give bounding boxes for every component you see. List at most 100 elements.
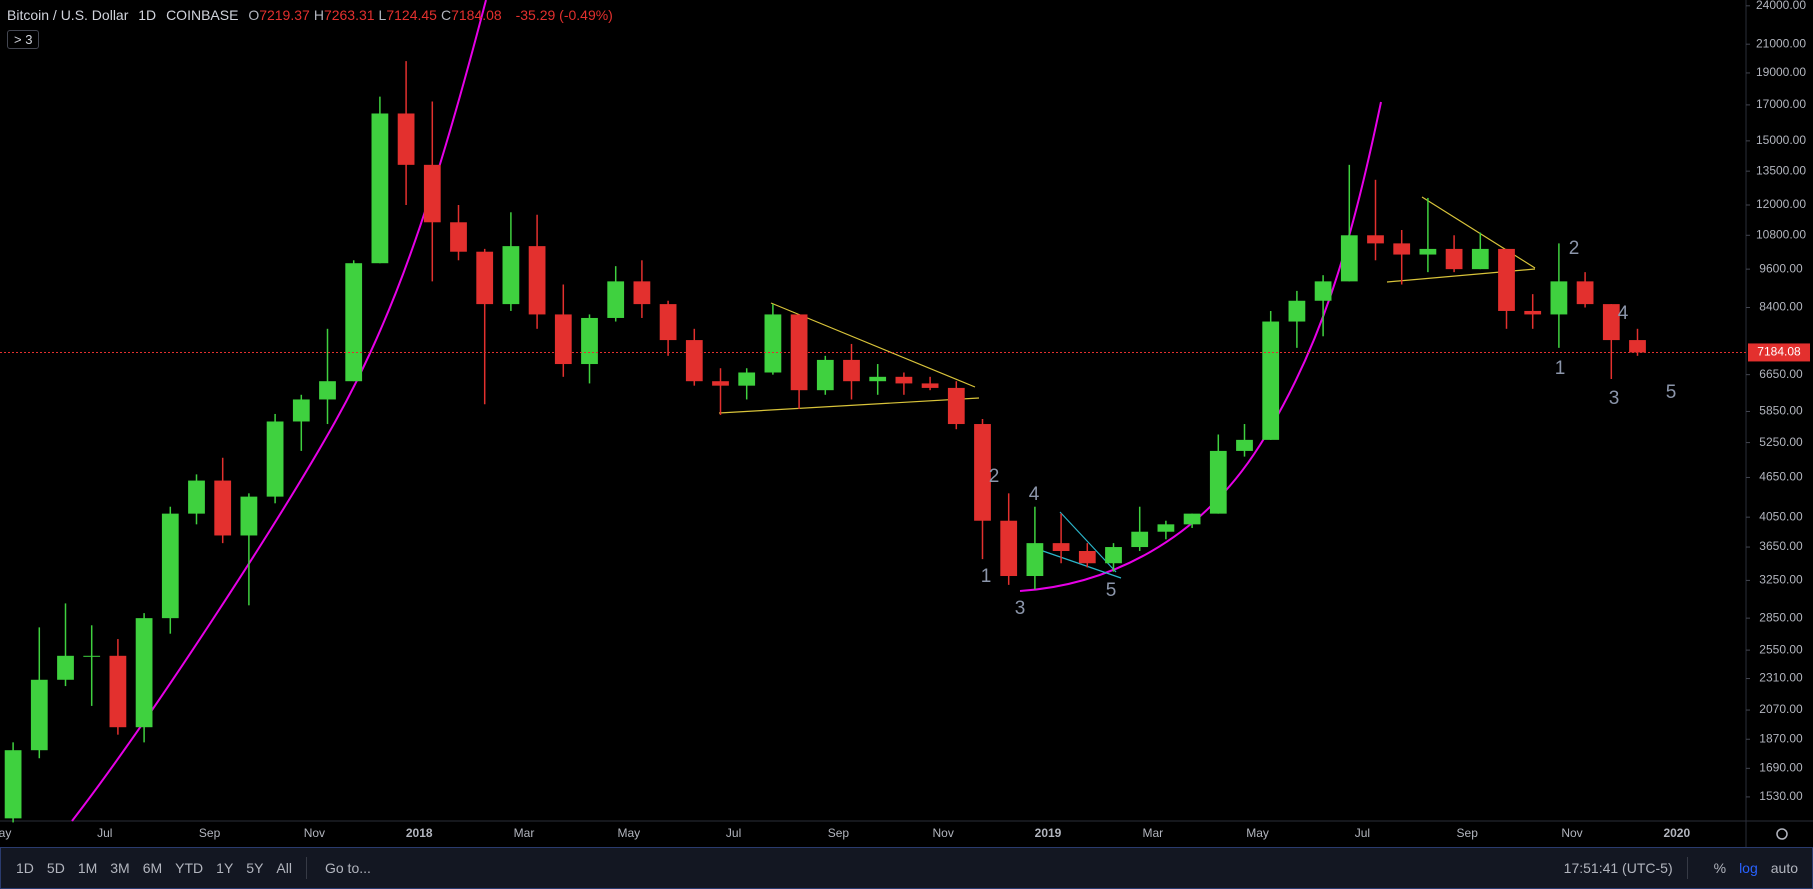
trend-line bbox=[1421, 196, 1536, 269]
scale-options: % log auto bbox=[1701, 860, 1798, 876]
candle-body bbox=[109, 655, 127, 728]
x-tick-label: Sep bbox=[1457, 826, 1479, 840]
candle-body bbox=[764, 314, 782, 373]
ohlc-key: H bbox=[313, 7, 324, 23]
candle-body bbox=[450, 222, 467, 252]
toolbar-right: 17:51:41 (UTC-5) % log auto bbox=[1551, 857, 1798, 879]
candle-body bbox=[1209, 450, 1227, 514]
ohlc-value: 7219.37 bbox=[259, 7, 310, 23]
x-tick-label: Sep bbox=[199, 826, 221, 840]
candle-body bbox=[1602, 304, 1620, 341]
candle-body bbox=[1471, 248, 1489, 270]
wave-label: 1 bbox=[1555, 358, 1566, 379]
candle-body bbox=[292, 399, 310, 422]
range-button[interactable]: All bbox=[276, 860, 292, 876]
candle-body bbox=[371, 113, 389, 264]
wave-label: 5 bbox=[1666, 382, 1677, 403]
gear[interactable] bbox=[1776, 828, 1788, 840]
candle-body bbox=[1314, 281, 1332, 301]
range-button[interactable]: 1Y bbox=[216, 860, 234, 876]
y-tick-label: 24000.00 bbox=[1756, 0, 1806, 12]
candle-body bbox=[1393, 243, 1411, 255]
range-button[interactable]: 5D bbox=[46, 860, 65, 876]
candle-body bbox=[240, 496, 258, 536]
wave-label: 3 bbox=[1015, 598, 1026, 619]
x-tick-label: 2020 bbox=[1663, 826, 1690, 840]
candle-body bbox=[974, 424, 991, 521]
y-tick-label: 21000.00 bbox=[1756, 36, 1806, 50]
wave-label: 2 bbox=[989, 466, 1000, 487]
x-tick-label: May bbox=[617, 826, 640, 840]
wave-label: 3 bbox=[1609, 388, 1620, 409]
interval: 1D bbox=[138, 7, 157, 23]
candle-body bbox=[1078, 551, 1096, 564]
wave-label: 4 bbox=[1618, 303, 1629, 324]
range-button[interactable]: YTD bbox=[175, 860, 204, 876]
trend-line bbox=[1039, 549, 1122, 579]
ohlc-value: 7184.08 bbox=[451, 7, 502, 23]
candle-body bbox=[869, 376, 887, 382]
range-button[interactable]: 6M bbox=[142, 860, 163, 876]
candle-body bbox=[1288, 300, 1306, 322]
separator bbox=[1686, 857, 1688, 879]
legend: Bitcoin / U.S. Dollar 1D COINBASE O7219.… bbox=[7, 7, 619, 23]
background bbox=[0, 0, 1813, 847]
y-tick-label: 4650.00 bbox=[1759, 470, 1803, 484]
candle-body bbox=[607, 281, 625, 318]
candle-body bbox=[1445, 248, 1463, 270]
goto-button[interactable]: Go to... bbox=[324, 860, 371, 876]
settings-icon[interactable] bbox=[1776, 828, 1788, 840]
candle-body bbox=[633, 281, 651, 305]
last-price-box bbox=[1748, 343, 1810, 362]
candle-body bbox=[57, 655, 74, 680]
y-tick-label: 1530.00 bbox=[1759, 789, 1803, 803]
candle-body bbox=[1105, 547, 1122, 564]
symbol: Bitcoin / U.S. Dollar bbox=[7, 7, 129, 23]
range-button[interactable]: 1M bbox=[77, 860, 98, 876]
y-tick-label: 5250.00 bbox=[1759, 435, 1803, 449]
candle-body bbox=[554, 314, 572, 365]
candle-body bbox=[423, 164, 441, 223]
ohlc-key: C bbox=[440, 7, 452, 23]
y-tick-label: 9600.00 bbox=[1759, 261, 1803, 275]
candle-body bbox=[1236, 439, 1253, 451]
last-price-label: 7184.08 bbox=[1757, 345, 1801, 359]
scale-option[interactable]: % bbox=[1713, 860, 1727, 876]
candle-body bbox=[30, 679, 48, 751]
candle-body bbox=[161, 513, 179, 619]
wave-label: 4 bbox=[1029, 484, 1040, 505]
ranges: 1D 5D 1M 3M 6M YTD 1Y 5Y All bbox=[3, 860, 292, 876]
candle-body bbox=[266, 421, 284, 497]
candle-body bbox=[1131, 531, 1149, 548]
candle-body bbox=[502, 246, 520, 305]
x-tick-label: 2018 bbox=[406, 826, 433, 840]
clock: 17:51:41 (UTC-5) bbox=[1563, 860, 1673, 876]
x-tick-label: Mar bbox=[514, 826, 535, 840]
candle-body bbox=[1052, 543, 1070, 552]
candle-body bbox=[397, 113, 415, 165]
candle-body bbox=[1419, 248, 1437, 255]
x-tick-label: May bbox=[0, 826, 11, 840]
candle-body bbox=[581, 317, 598, 365]
candle-body bbox=[1157, 524, 1175, 532]
x-tick-label: Sep bbox=[828, 826, 850, 840]
x-tick-label: 2019 bbox=[1035, 826, 1062, 840]
candle-body bbox=[135, 618, 153, 728]
range-button[interactable]: 1D bbox=[16, 860, 34, 876]
range-button[interactable]: 3M bbox=[110, 860, 130, 876]
y-tick-label: 6650.00 bbox=[1759, 367, 1803, 381]
y-tick-label: 17000.00 bbox=[1756, 97, 1806, 111]
candle-body bbox=[659, 304, 677, 341]
x-tick-label: May bbox=[1246, 826, 1269, 840]
candle-body bbox=[1629, 340, 1646, 353]
x-tick-label: Nov bbox=[933, 826, 954, 840]
range-button[interactable]: 5Y bbox=[246, 860, 264, 876]
wave-label: 5 bbox=[1106, 580, 1117, 601]
candle-body bbox=[83, 655, 101, 657]
scale-option[interactable]: auto bbox=[1770, 860, 1798, 876]
legend-toggle[interactable]: > 3 bbox=[7, 30, 40, 49]
scale-option[interactable]: log bbox=[1739, 860, 1758, 876]
x-tick-label: Nov bbox=[1561, 826, 1582, 840]
candle-body bbox=[214, 480, 232, 536]
